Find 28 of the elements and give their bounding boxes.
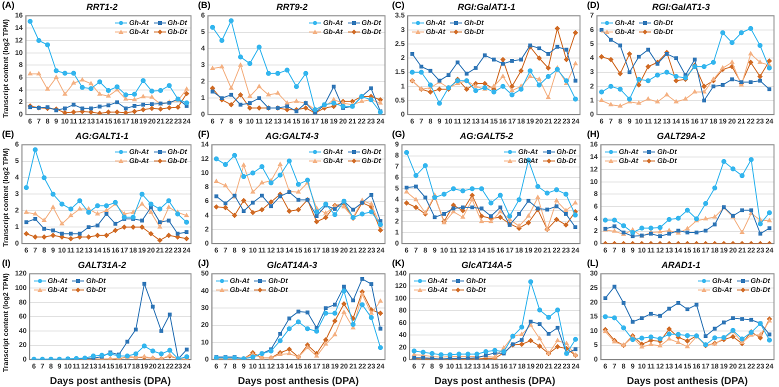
text: (H): [587, 128, 600, 139]
x-axis-title: Days post anthesis (DPA): [50, 376, 171, 387]
chart-title: GlcAT14A-5: [461, 260, 513, 270]
chart-title: AG:GALT4-3: [264, 130, 319, 141]
x-axis-title: Days post anthesis (DPA): [434, 376, 556, 387]
text: (I): [2, 258, 10, 268]
chart-title: RRT1-2: [86, 2, 118, 12]
chart-title: GALT31A-2: [78, 260, 126, 270]
x-axis-title: Days post anthesis (DPA): [238, 376, 359, 387]
chart-title: RRT9-2: [276, 2, 308, 12]
chart-title: RGI:GalAT1-3: [652, 2, 710, 12]
chart-title: AG:GALT5-2: [458, 130, 514, 141]
text: (A): [2, 0, 14, 10]
chart-title: GALT29A-2: [656, 130, 706, 141]
text: (D): [587, 0, 600, 10]
chart-title: ARAD1-1: [660, 260, 701, 270]
text: (B): [198, 0, 210, 10]
text: (J): [198, 258, 209, 268]
text: (C): [392, 0, 404, 10]
text: (L): [587, 258, 598, 268]
text: (G): [392, 128, 405, 139]
text: (K): [392, 258, 404, 268]
text: (F): [198, 128, 210, 139]
chart-title: GlcAT14A-3: [266, 260, 318, 270]
text: (E): [2, 128, 14, 139]
chart-title: AG:GALT1-1: [74, 130, 129, 141]
x-axis-title: Days post anthesis (DPA): [626, 376, 748, 387]
chart-title: RGI:GalAT1-1: [458, 2, 516, 12]
